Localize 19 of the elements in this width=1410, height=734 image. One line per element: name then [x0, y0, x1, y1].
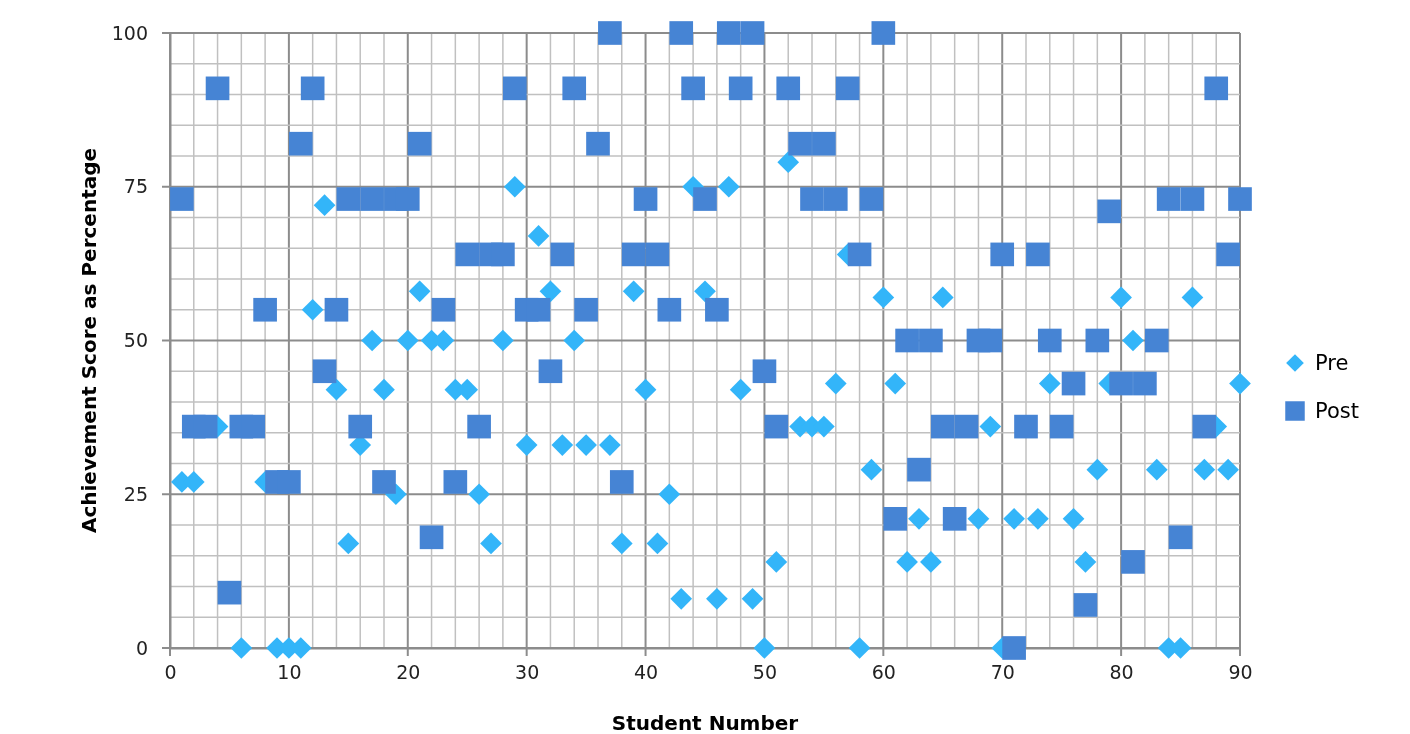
x-tick-label: 90	[1228, 661, 1253, 684]
y-tick-label: 100	[111, 21, 148, 44]
x-axis-title: Student Number	[611, 711, 799, 734]
x-tick-label: 10	[277, 661, 302, 684]
x-tick-label: 60	[871, 661, 896, 684]
x-tick-label: 40	[633, 661, 659, 684]
legend-label: Post	[1315, 399, 1359, 423]
legend-label: Pre	[1315, 351, 1349, 375]
y-axis-title: Achievement Score as Percentage	[77, 147, 101, 534]
y-tick-label: 25	[123, 482, 148, 505]
x-tick-label: 0	[164, 661, 177, 684]
x-tick-label: 30	[515, 661, 540, 684]
x-tick-label: 50	[752, 661, 778, 684]
y-tick-label: 0	[135, 636, 148, 659]
x-tick-label: 70	[990, 661, 1015, 684]
y-tick-label: 75	[123, 175, 148, 198]
y-tick-label: 50	[123, 329, 148, 352]
x-tick-label: 80	[1109, 661, 1134, 684]
x-tick-label: 20	[396, 661, 421, 684]
